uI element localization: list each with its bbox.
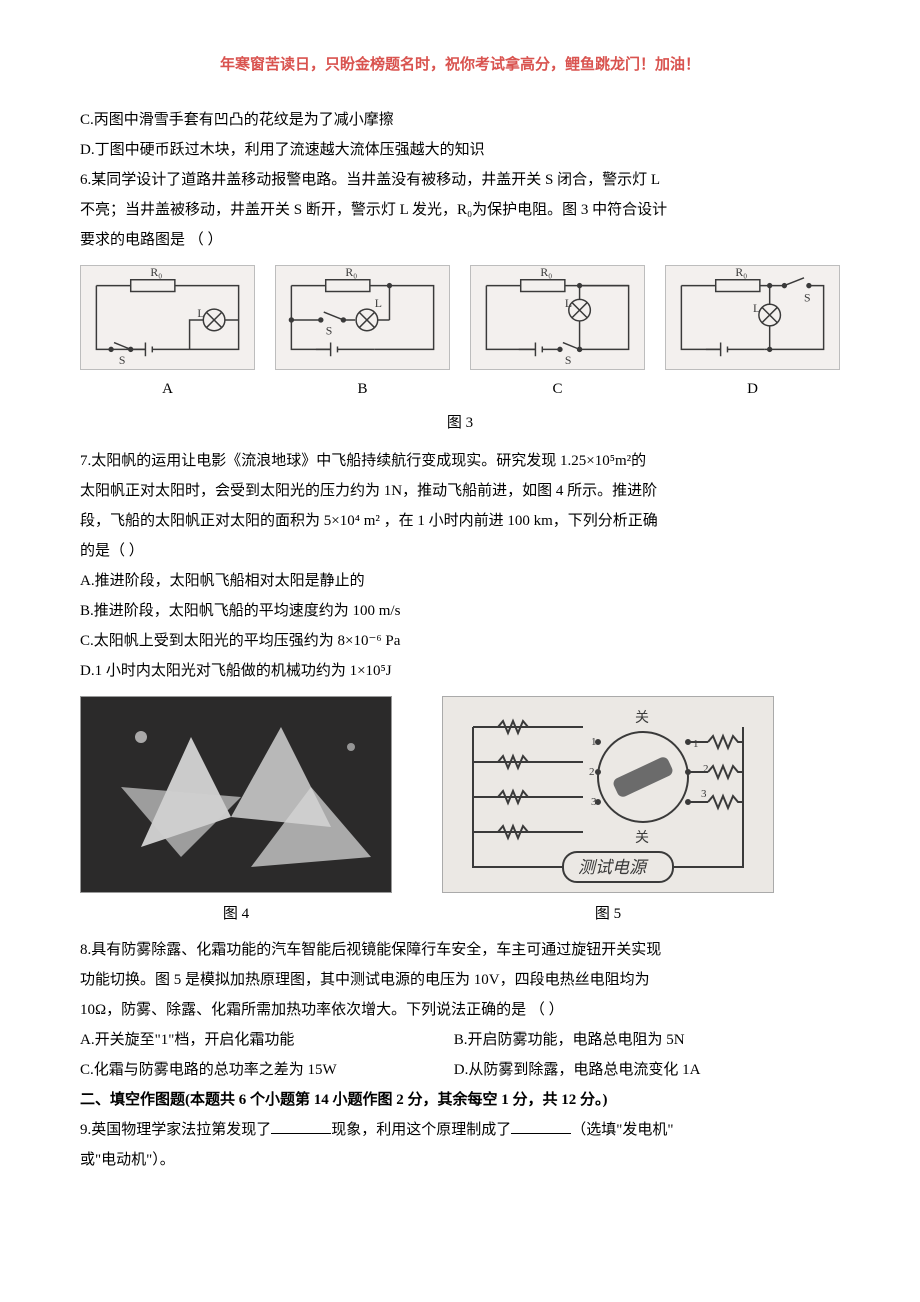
circuit-d-s-label: S <box>804 291 811 304</box>
q8-line3: 10Ω，防雾、除露、化霜所需加热功率依次增大。下列说法正确的是 （ ） <box>80 995 840 1025</box>
circuit-c: R₀ L S <box>470 265 645 370</box>
q8-line1: 8.具有防雾除露、化霜功能的汽车智能后视镜能保障行车安全，车主可通过旋钮开关实现 <box>80 935 840 965</box>
svg-text:2: 2 <box>589 766 595 778</box>
q9-blank-2 <box>511 1118 571 1134</box>
circuit-b-l-label: L <box>375 297 382 310</box>
q8-option-b: B.开启防雾功能，电路总电阻为 5N <box>454 1032 685 1048</box>
q6-line3: 要求的电路图是 （ ） <box>80 225 840 255</box>
circuit-a-s-label: S <box>119 354 126 367</box>
q7-option-d: D.1 小时内太阳光对飞船做的机械功约为 1×10⁵J <box>80 656 840 686</box>
q5-option-d: D.丁图中硬币跃过木块，利用了流速越大流体压强越大的知识 <box>80 135 840 165</box>
svg-text:1: 1 <box>693 738 699 750</box>
circuit-c-l-label: L <box>565 297 572 310</box>
circuit-b-col: R₀ L S <box>275 265 450 404</box>
circuit-b: R₀ L S <box>275 265 450 370</box>
figure-5-box: 关 关 1 2 3 <box>442 696 774 929</box>
circuit-c-col: R₀ L S <box>470 265 645 404</box>
q7-line4: 的是（ ） <box>80 536 840 566</box>
circuit-c-s-label: S <box>565 354 572 367</box>
q7-line1: 7.太阳帆的运用让电影《流浪地球》中飞船持续航行变成现实。研究发现 1.25×1… <box>80 446 840 476</box>
figure-5-heater-circuit: 关 关 1 2 3 <box>442 696 774 893</box>
q8-options-row1: A.开关旋至"1"档，开启化霜功能 B.开启防雾功能，电路总电阻为 5N <box>80 1025 840 1055</box>
circuit-b-r-label: R₀ <box>345 266 357 279</box>
circuit-a-label: A <box>162 374 173 404</box>
q6-line1: 6.某同学设计了道路井盖移动报警电路。当井盖没有被移动，井盖开关 S 闭合，警示… <box>80 165 840 195</box>
q8-option-d: D.从防雾到除露，电路总电流变化 1A <box>454 1062 701 1078</box>
q9-l1b: 现象，利用这个原理制成了 <box>331 1122 511 1138</box>
q8-option-a: A.开关旋至"1"档，开启化霜功能 <box>80 1025 450 1055</box>
q7-option-a: A.推进阶段，太阳帆飞船相对太阳是静止的 <box>80 566 840 596</box>
q9-blank-1 <box>271 1118 331 1134</box>
svg-text:1: 1 <box>591 736 597 748</box>
circuit-b-s-label: S <box>326 325 333 338</box>
circuit-d-label: D <box>747 374 758 404</box>
figure-5-caption: 图 5 <box>595 899 621 929</box>
circuit-a-r-label: R₀ <box>150 266 162 279</box>
motivational-header: 年寒窗苦读日，只盼金榜题名时，祝你考试拿高分，鲤鱼跳龙门！加油！ <box>80 50 840 80</box>
figure-3-row: R₀ L S A <box>80 265 840 404</box>
circuit-d-r-label: R₀ <box>735 266 747 279</box>
exam-page: 年寒窗苦读日，只盼金榜题名时，祝你考试拿高分，鲤鱼跳龙门！加油！ C.丙图中滑雪… <box>0 0 920 1225</box>
q7-option-c: C.太阳帆上受到太阳光的平均压强约为 8×10⁻⁶ Pa <box>80 626 840 656</box>
svg-text:3: 3 <box>591 796 597 808</box>
figure-4-caption: 图 4 <box>223 899 249 929</box>
figure-4-solar-sail <box>80 696 392 893</box>
photo-row: 图 4 关 <box>80 696 840 929</box>
q8-options-row2: C.化霜与防雾电路的总功率之差为 15W D.从防雾到除露，电路总电流变化 1A <box>80 1055 840 1085</box>
q8-line2: 功能切换。图 5 是模拟加热原理图，其中测试电源的电压为 10V，四段电热丝电阻… <box>80 965 840 995</box>
circuit-d-l-label: L <box>753 302 760 315</box>
circuit-a: R₀ L S <box>80 265 255 370</box>
circuit-a-col: R₀ L S A <box>80 265 255 404</box>
figure-3-caption: 图 3 <box>80 408 840 438</box>
circuit-a-l-label: L <box>197 307 204 320</box>
q7-line2: 太阳帆正对太阳时，会受到太阳光的压力约为 1N，推动飞船前进，如图 4 所示。推… <box>80 476 840 506</box>
circuit-c-r-label: R₀ <box>540 266 552 279</box>
q7-option-b: B.推进阶段，太阳帆飞船的平均速度约为 100 m/s <box>80 596 840 626</box>
fig5-off1: 关 <box>635 710 649 726</box>
q9-l1c: （选填"发电机" <box>571 1122 673 1138</box>
circuit-b-label: B <box>357 374 367 404</box>
q9-line1: 9.英国物理学家法拉第发现了 现象，利用这个原理制成了 （选填"发电机" <box>80 1115 840 1145</box>
section-2-title: 二、填空作图题(本题共 6 个小题第 14 小题作图 2 分，其余每空 1 分，… <box>80 1085 840 1115</box>
q6-line2: 不亮；当井盖被移动，井盖开关 S 断开，警示灯 L 发光，R₀为保护电阻。图 3… <box>80 195 840 225</box>
circuit-d: R₀ S L <box>665 265 840 370</box>
q8-option-c: C.化霜与防雾电路的总功率之差为 15W <box>80 1055 450 1085</box>
q7-line3: 段，飞船的太阳帆正对太阳的面积为 5×10⁴ m² ，在 1 小时内前进 100… <box>80 506 840 536</box>
q5-option-c: C.丙图中滑雪手套有凹凸的花纹是为了减小摩擦 <box>80 105 840 135</box>
circuit-c-label: C <box>552 374 562 404</box>
circuit-d-col: R₀ S L <box>665 265 840 404</box>
fig5-off2: 关 <box>635 830 649 846</box>
svg-text:2: 2 <box>703 763 709 775</box>
figure-4-box: 图 4 <box>80 696 392 929</box>
q9-line2: 或"电动机"）。 <box>80 1145 840 1175</box>
q9-l1a: 9.英国物理学家法拉第发现了 <box>80 1122 271 1138</box>
svg-text:3: 3 <box>701 788 707 800</box>
fig5-source-label: 测试电源 <box>578 858 649 877</box>
